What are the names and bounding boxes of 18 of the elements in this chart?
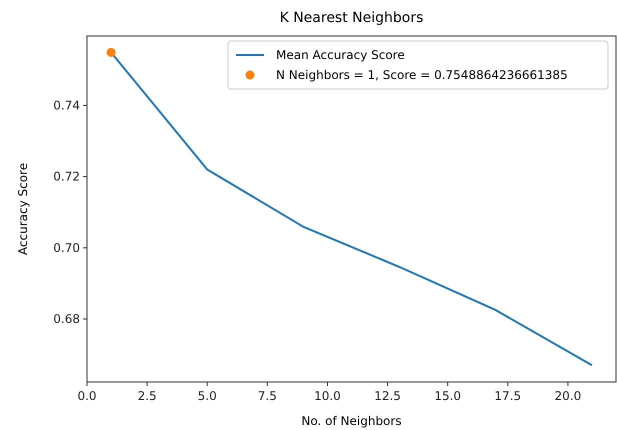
x-tick-label: 10.0 [314,389,341,403]
x-tick-label: 0.0 [77,389,97,403]
x-tick-label: 17.5 [494,389,522,403]
legend-label: N Neighbors = 1, Score = 0.7548864236661385 [276,68,568,82]
x-tick-label: 15.0 [434,389,462,403]
y-tick-label: 0.72 [53,170,80,184]
legend-label: Mean Accuracy Score [276,48,405,62]
y-tick-label: 0.68 [53,312,80,326]
x-axis-title: No. of Neighbors [301,414,402,428]
x-tick-label: 7.5 [258,389,277,403]
y-tick-label: 0.70 [53,240,80,255]
chart-title: K Nearest Neighbors [280,10,424,26]
y-axis-title: Accuracy Score [16,162,30,256]
x-tick-label: 2.5 [138,389,157,403]
x-tick-label: 5.0 [198,389,217,403]
x-tick-label: 12.5 [374,389,401,403]
x-tick-label: 20.0 [554,389,582,403]
y-tick-label: 0.74 [53,98,80,112]
